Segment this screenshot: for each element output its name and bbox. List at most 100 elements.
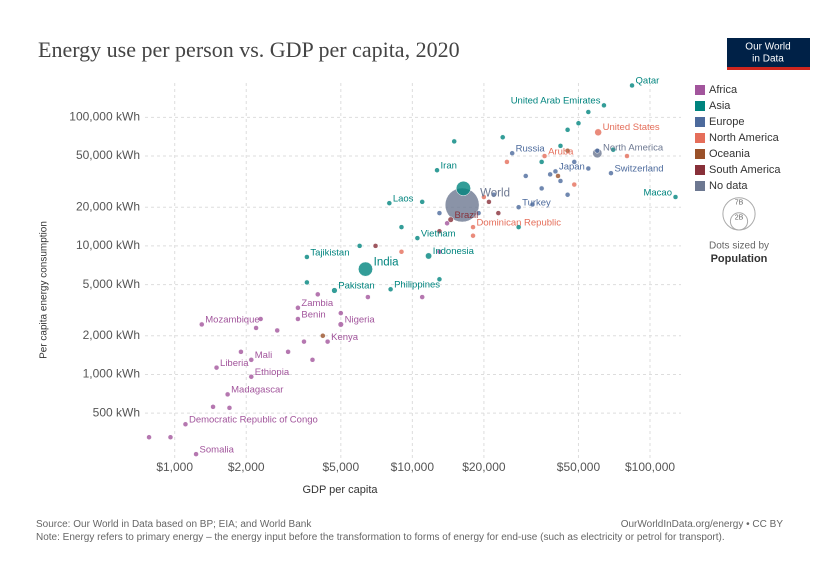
- point: [436, 276, 443, 283]
- size-legend-label: 2B: [735, 215, 744, 222]
- point: [455, 180, 471, 196]
- point: [555, 173, 561, 179]
- point-label: India: [374, 257, 400, 269]
- point: [436, 228, 443, 235]
- point: [557, 143, 564, 149]
- legend-swatch: [695, 101, 705, 111]
- point: [490, 191, 497, 198]
- x-tick-label: $50,000: [557, 460, 601, 474]
- point-label: Macao: [643, 187, 672, 198]
- point-label: Benin: [301, 309, 325, 320]
- point-label: Qatar: [636, 76, 660, 87]
- point-label: Switzerland: [614, 163, 663, 174]
- point-label: Tajikistan: [310, 247, 349, 258]
- point-label: Mali: [255, 350, 272, 361]
- point: [358, 261, 373, 277]
- source: Source: Our World in Data based on BP; E…: [36, 519, 312, 530]
- point: [564, 127, 571, 133]
- chart-title: Energy use per person vs. GDP per capita…: [38, 37, 460, 62]
- point: [672, 194, 679, 200]
- y-tick-label: 1,000 kWh: [83, 367, 140, 381]
- point: [509, 150, 515, 156]
- y-tick-label: 10,000 kWh: [76, 238, 140, 252]
- point: [585, 109, 592, 115]
- point-label: Liberia: [220, 358, 249, 369]
- point-label: Indonesia: [433, 246, 475, 257]
- point: [309, 357, 316, 363]
- legend-label: North America: [709, 132, 780, 144]
- point: [495, 210, 502, 216]
- y-tick-label: 20,000 kWh: [76, 199, 140, 213]
- point: [167, 434, 174, 440]
- x-tick-label: $10,000: [391, 460, 435, 474]
- point-label: Aruba: [548, 146, 574, 157]
- point: [387, 286, 394, 293]
- point: [315, 291, 321, 298]
- legend-label: Asia: [709, 100, 731, 112]
- point: [515, 224, 522, 230]
- point: [295, 305, 301, 311]
- point: [248, 357, 255, 363]
- point: [564, 191, 571, 198]
- point: [238, 349, 244, 355]
- legend-swatch: [695, 117, 705, 127]
- y-tick-label: 500 kWh: [93, 405, 140, 419]
- point-label: United Arab Emirates: [511, 96, 601, 107]
- point-label: Mozambique: [205, 315, 259, 326]
- point: [447, 216, 454, 223]
- point: [425, 252, 432, 260]
- x-tick-label: $2,000: [228, 460, 265, 474]
- legend-label: Oceania: [709, 148, 751, 160]
- point: [224, 391, 231, 398]
- point-label: Ethiopia: [255, 367, 290, 378]
- legend-swatch: [695, 85, 705, 95]
- point: [301, 338, 307, 345]
- point: [285, 349, 291, 355]
- point: [386, 200, 393, 206]
- point: [444, 220, 450, 227]
- legend-label: South America: [709, 164, 781, 176]
- point: [199, 321, 205, 328]
- point-labels: World India North America United States Indo…: [189, 76, 672, 456]
- point: [337, 321, 344, 328]
- point-label: Madagascar: [231, 385, 283, 396]
- point: [210, 404, 216, 410]
- point: [515, 204, 522, 210]
- point: [257, 316, 264, 322]
- point: [557, 178, 564, 184]
- point: [594, 128, 602, 137]
- legend-swatch: [695, 181, 705, 191]
- note: Note: Energy refers to primary energy – …: [36, 532, 725, 543]
- logo: [727, 38, 810, 70]
- point-label: Brazil: [454, 210, 478, 221]
- point: [365, 294, 371, 300]
- point: [304, 254, 310, 260]
- point: [470, 224, 476, 230]
- logo-bar: [727, 67, 810, 70]
- point: [419, 199, 425, 205]
- point-label: Laos: [393, 193, 414, 204]
- point-label: Democratic Republic of Congo: [189, 415, 318, 426]
- point: [434, 167, 440, 173]
- y-tick-label: 50,000 kWh: [76, 148, 140, 162]
- point: [571, 181, 578, 188]
- x-tick-label: $1,000: [156, 460, 193, 474]
- point: [529, 201, 536, 208]
- point: [304, 279, 310, 286]
- size-legend-title: Dots sized by: [709, 241, 769, 252]
- point: [538, 185, 545, 192]
- point: [541, 153, 548, 159]
- point-label: Pakistan: [338, 281, 374, 292]
- point: [585, 165, 592, 172]
- y-tick-label: 100,000 kWh: [69, 110, 140, 124]
- point: [338, 310, 344, 316]
- point-label: Kenya: [331, 332, 359, 343]
- point-label: North America: [603, 142, 664, 153]
- x-tick-label: $5,000: [322, 460, 359, 474]
- point: [193, 451, 199, 457]
- point: [324, 338, 331, 345]
- x-tick-label: $20,000: [462, 460, 506, 474]
- legend-swatch: [695, 133, 705, 143]
